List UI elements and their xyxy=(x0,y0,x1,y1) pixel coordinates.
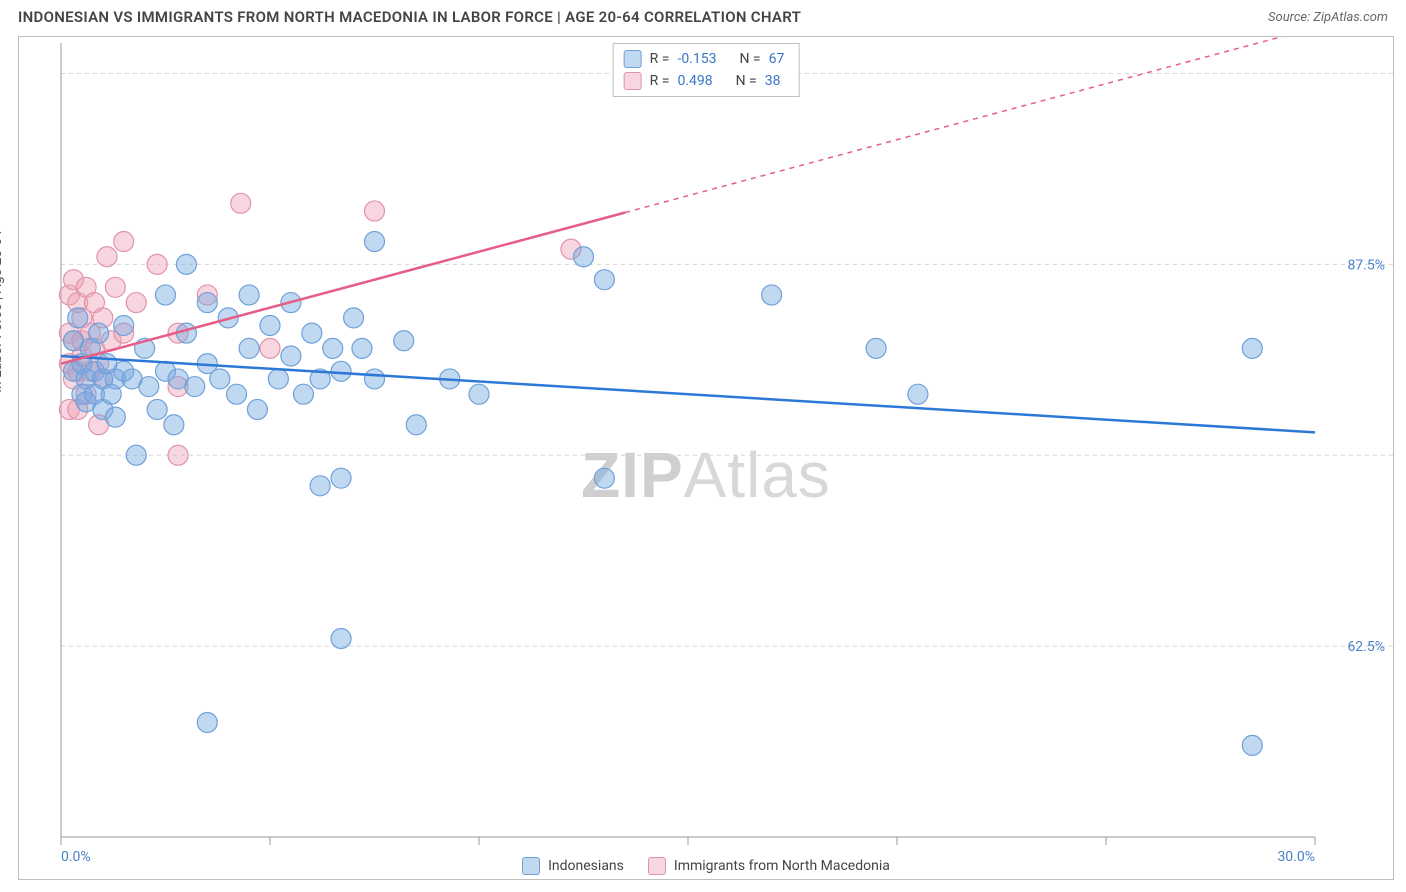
legend-label-pink: Immigrants from North Macedonia xyxy=(674,858,890,874)
swatch-blue-icon xyxy=(624,50,642,68)
swatch-pink-icon xyxy=(648,857,666,875)
n-value-pink: 38 xyxy=(765,73,781,89)
legend-label-blue: Indonesians xyxy=(548,858,624,874)
r-label: R = xyxy=(650,51,670,67)
stats-row-pink: R = 0.498 N = 38 xyxy=(624,70,785,92)
stats-row-blue: R = -0.153 N = 67 xyxy=(624,48,785,70)
r-value-blue: -0.153 xyxy=(677,51,716,67)
r-label: R = xyxy=(650,73,670,89)
r-value-pink: 0.498 xyxy=(677,73,712,89)
chart-area: In Labor Force | Age 20-64 ZIPAtlas 62.5… xyxy=(18,36,1394,880)
svg-text:62.5%: 62.5% xyxy=(1347,639,1385,655)
n-value-blue: 67 xyxy=(769,51,785,67)
swatch-blue-icon xyxy=(522,857,540,875)
legend-item-blue: Indonesians xyxy=(522,857,624,875)
n-label: N = xyxy=(739,51,760,67)
n-label: N = xyxy=(736,73,757,89)
scatter-plot-svg: 62.5%87.5%0.0%30.0% xyxy=(19,37,1393,879)
stats-legend-box: R = -0.153 N = 67 R = 0.498 N = 38 xyxy=(613,43,800,97)
bottom-legend: Indonesians Immigrants from North Macedo… xyxy=(19,857,1393,875)
chart-title: INDONESIAN VS IMMIGRANTS FROM NORTH MACE… xyxy=(18,8,801,26)
y-axis-label: In Labor Force | Age 20-64 xyxy=(0,230,5,393)
svg-text:87.5%: 87.5% xyxy=(1347,257,1385,273)
legend-item-pink: Immigrants from North Macedonia xyxy=(648,857,890,875)
source-label: Source: ZipAtlas.com xyxy=(1268,10,1388,25)
swatch-pink-icon xyxy=(624,72,642,90)
